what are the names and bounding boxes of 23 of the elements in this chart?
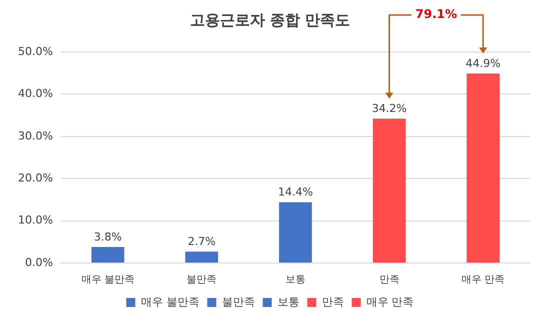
data-label: 3.8%: [94, 230, 122, 244]
y-tick-label: 40.0%: [18, 87, 53, 100]
legend-label: 불만족: [222, 295, 255, 308]
x-tick-label: 매우 불만족: [81, 274, 134, 286]
x-tick-label: 불만족: [186, 274, 217, 286]
data-label: 14.4%: [278, 186, 313, 199]
legend-label: 만족: [322, 295, 344, 308]
data-label: 34.2%: [372, 102, 407, 116]
data-label: 2.7%: [188, 234, 216, 248]
data-label: 44.9%: [466, 56, 501, 70]
y-tick-label: 20.0%: [18, 171, 53, 184]
y-tick-label: 30.0%: [18, 129, 53, 142]
y-tick-label: 50.0%: [18, 44, 53, 58]
y-tick-label: 10.0%: [18, 214, 53, 227]
y-tick-label: 0.0%: [24, 256, 53, 269]
chart-title: 고용근로자 종합 만족도: [190, 10, 350, 29]
legend-label: 매우 불만족: [140, 295, 200, 308]
x-tick-label: 매우 만족: [462, 274, 505, 286]
x-tick-label: 만족: [379, 274, 400, 286]
text: 79.1%: [415, 7, 458, 22]
x-tick-label: 보통: [285, 274, 306, 286]
legend-label: 보통: [277, 295, 300, 308]
legend-label: 매우 만족: [366, 295, 414, 308]
